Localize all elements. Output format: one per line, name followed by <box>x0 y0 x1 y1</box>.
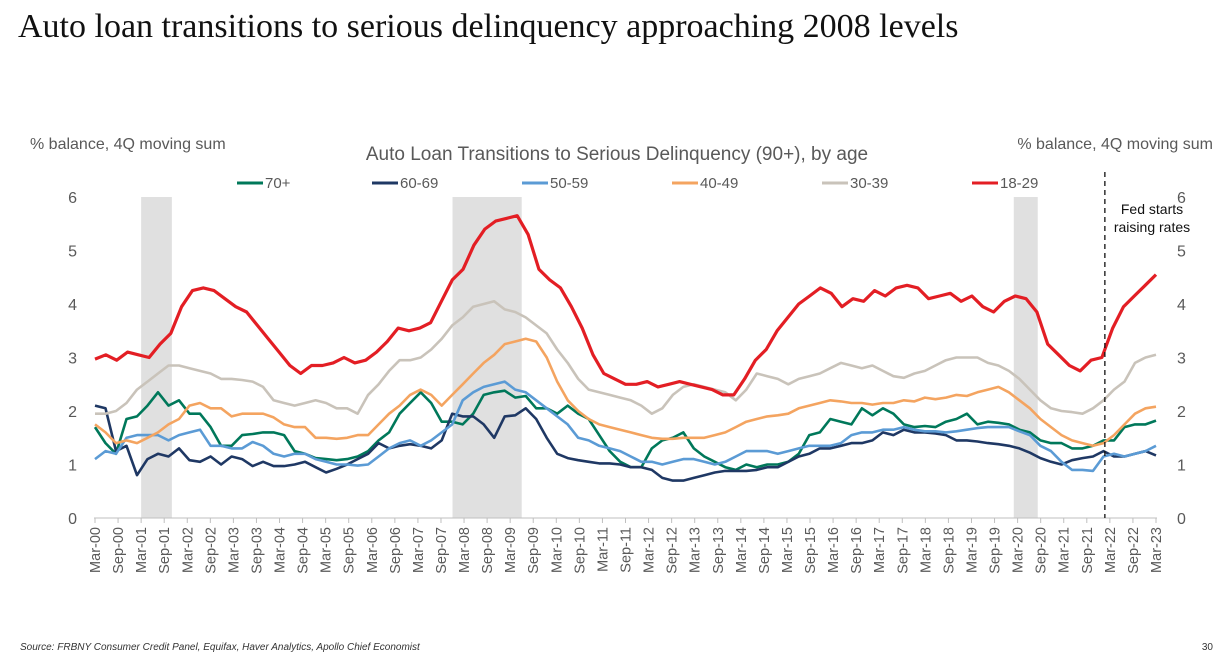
x-tick-label: Mar-05 <box>319 527 335 573</box>
x-tick-label: Sep-07 <box>434 527 450 574</box>
x-tick-label: Mar-11 <box>595 527 611 572</box>
x-tick-label: Sep-17 <box>895 527 911 574</box>
y-tick-label-left: 4 <box>68 297 77 314</box>
annotation-text: Fed starts <box>1121 201 1183 217</box>
x-tick-label: Sep-18 <box>941 527 957 574</box>
x-tick-label: Sep-03 <box>249 527 265 574</box>
series-line-40-49 <box>94 337 1157 448</box>
x-tick-label: Sep-00 <box>111 527 127 574</box>
x-tick-label: Sep-08 <box>480 527 496 574</box>
x-tick-label: Sep-02 <box>203 527 219 574</box>
x-tick-label: Mar-20 <box>1011 527 1027 573</box>
right-axis-unit-label: % balance, 4Q moving sum <box>1017 136 1213 153</box>
x-tick-label: Mar-01 <box>134 527 150 573</box>
y-tick-label-right: 2 <box>1177 404 1186 421</box>
x-tick-label: Sep-05 <box>342 527 358 574</box>
annotation-text: raising rates <box>1114 219 1190 235</box>
legend-label-30-39: 30-39 <box>850 175 888 192</box>
series-line-60-69 <box>94 404 1157 482</box>
x-tick-label: Sep-21 <box>1080 527 1096 574</box>
x-tick-label: Mar-04 <box>273 527 289 573</box>
x-tick-label: Mar-18 <box>918 527 934 573</box>
x-tick-label: Sep-09 <box>526 527 542 574</box>
x-tick-label: Sep-14 <box>757 527 773 574</box>
x-tick-label: Mar-15 <box>780 527 796 573</box>
x-tick-label: Mar-07 <box>411 527 427 573</box>
x-tick-label: Mar-12 <box>642 527 658 573</box>
legend-label-70+: 70+ <box>265 175 291 192</box>
x-tick-label: Mar-13 <box>688 527 704 573</box>
x-tick-label: Mar-08 <box>457 527 473 573</box>
page-number: 30 <box>1201 642 1213 653</box>
y-tick-label-right: 3 <box>1177 351 1186 368</box>
series-line-30-39 <box>95 299 1157 416</box>
y-tick-label-left: 0 <box>68 511 77 528</box>
x-tick-label: Sep-20 <box>1034 527 1050 574</box>
x-tick-label: Mar-21 <box>1057 527 1073 573</box>
series-line-70+ <box>93 389 1157 472</box>
x-tick-label: Mar-03 <box>226 527 242 573</box>
chart-title: Auto Loan Transitions to Serious Delinqu… <box>366 144 868 165</box>
series-lines <box>93 214 1158 482</box>
y-tick-label-left: 1 <box>68 458 77 475</box>
x-tick-label: Sep-04 <box>296 527 312 574</box>
legend-label-50-59: 50-59 <box>550 175 588 192</box>
x-tick-label: Mar-14 <box>734 527 750 573</box>
right-y-axis: 0 1 2 3 4 5 6 <box>1177 190 1186 528</box>
x-tick-label: Mar-19 <box>964 527 980 573</box>
left-y-axis: 0 1 2 3 4 5 6 <box>68 190 77 528</box>
x-tick-label: Sep-12 <box>665 527 681 574</box>
x-tick-label: Mar-23 <box>1149 527 1165 573</box>
legend-label-18-29: 18-29 <box>1000 175 1038 192</box>
x-tick-label: Sep-10 <box>572 527 588 574</box>
recession-band <box>1013 197 1038 518</box>
x-tick-label: Mar-02 <box>180 527 196 573</box>
x-tick-label: Sep-19 <box>988 527 1004 574</box>
slide-title: Auto loan transitions to serious delinqu… <box>18 8 959 45</box>
left-axis-unit-label: % balance, 4Q moving sum <box>30 136 226 153</box>
x-tick-label: Mar-10 <box>549 527 565 573</box>
x-tick-label: Mar-22 <box>1103 527 1119 573</box>
legend-label-60-69: 60-69 <box>400 175 438 192</box>
x-tick-label: Sep-01 <box>157 527 173 574</box>
source-note: Source: FRBNY Consumer Credit Panel, Equ… <box>20 642 420 653</box>
series-line-18-29 <box>94 214 1158 397</box>
series-line-50-59 <box>94 380 1157 473</box>
y-tick-label-right: 1 <box>1177 458 1186 475</box>
x-tick-label: Mar-17 <box>872 527 888 573</box>
recession-shading <box>141 197 1038 518</box>
x-tick-label: Mar-09 <box>503 527 519 573</box>
x-tick-label: Sep-22 <box>1126 527 1142 574</box>
legend: 70+ 60-69 50-59 40-49 30-39 18-29 <box>237 175 1038 192</box>
y-tick-label-right: 4 <box>1177 297 1186 314</box>
x-tick-label: Sep-16 <box>849 527 865 574</box>
y-tick-label-left: 2 <box>68 404 77 421</box>
y-tick-label-left: 5 <box>68 244 77 261</box>
fed-annotation: Fed starts raising rates <box>1104 172 1190 518</box>
x-tick-label: Sep-15 <box>803 527 819 574</box>
x-tick-label: Mar-06 <box>365 527 381 573</box>
x-tick-label: Sep-11 <box>619 527 635 573</box>
x-tick-label: Mar-00 <box>88 527 104 573</box>
y-tick-label-right: 6 <box>1177 190 1186 207</box>
y-tick-label-right: 0 <box>1177 511 1186 528</box>
x-tick-label: Mar-16 <box>826 527 842 573</box>
y-tick-label-right: 5 <box>1177 244 1186 261</box>
x-tick-label: Sep-13 <box>711 527 727 574</box>
x-axis: Mar-00 Sep-00 Mar-01 Sep-01 Mar-02 Sep-02 Mar-… <box>88 518 1165 574</box>
recession-band <box>452 197 522 518</box>
y-tick-label-left: 3 <box>68 351 77 368</box>
y-tick-label-left: 6 <box>68 190 77 207</box>
legend-label-40-49: 40-49 <box>700 175 738 192</box>
x-tick-label: Sep-06 <box>388 527 404 574</box>
